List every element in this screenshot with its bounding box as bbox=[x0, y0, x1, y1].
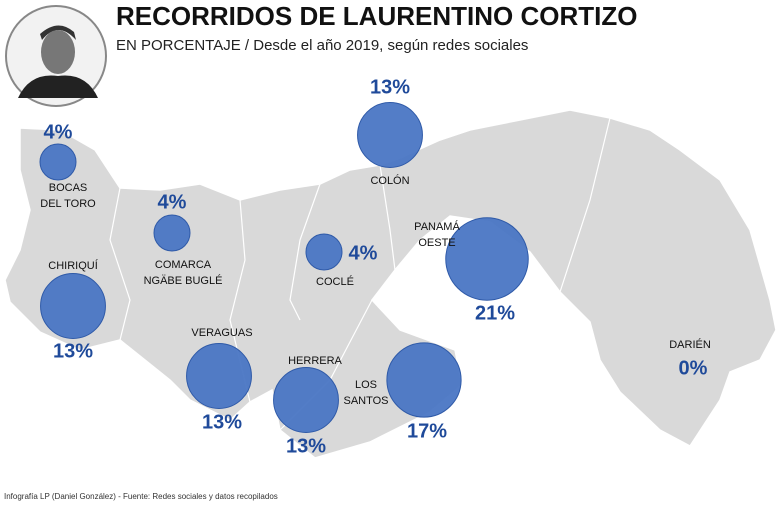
region-name: COMARCA bbox=[155, 259, 212, 271]
portrait bbox=[5, 5, 107, 107]
percent-label: 4% bbox=[158, 191, 187, 213]
region-name: DARIÉN bbox=[669, 338, 711, 351]
percent-label: 17% bbox=[407, 420, 447, 442]
percent-label: 21% bbox=[475, 302, 515, 324]
percent-label: 13% bbox=[53, 340, 93, 362]
percent-label: 13% bbox=[202, 411, 242, 433]
bubble bbox=[40, 273, 106, 339]
percent-label: 4% bbox=[44, 121, 73, 143]
subtitle: EN PORCENTAJE / Desde el año 2019, según… bbox=[116, 37, 528, 54]
bubble bbox=[305, 233, 343, 271]
region-name: OESTE bbox=[418, 237, 455, 249]
bubble bbox=[273, 367, 339, 433]
bubble bbox=[186, 343, 252, 409]
region-name: DEL TORO bbox=[40, 198, 96, 210]
region-name: SANTOS bbox=[343, 395, 388, 407]
region-name: COCLÉ bbox=[316, 275, 354, 288]
region-name: BOCAS bbox=[49, 182, 88, 194]
percent-label: 13% bbox=[286, 435, 326, 457]
percent-label: 4% bbox=[349, 242, 378, 264]
region-name: VERAGUAS bbox=[191, 327, 252, 339]
bubble bbox=[357, 102, 423, 168]
region-name: LOS bbox=[355, 379, 377, 391]
region-name: NGÄBE BUGLÉ bbox=[144, 274, 223, 287]
region-name: COLÓN bbox=[370, 174, 409, 187]
percent-label: 0% bbox=[679, 357, 708, 379]
bubble bbox=[39, 143, 77, 181]
bubble bbox=[386, 342, 462, 418]
region-name: PANAMÁ bbox=[414, 220, 460, 233]
bubble bbox=[153, 214, 191, 252]
footer: Infografía LP (Daniel González) - Fuente… bbox=[4, 492, 278, 501]
bubble bbox=[445, 217, 529, 301]
region-name: HERRERA bbox=[288, 355, 342, 367]
percent-label: 13% bbox=[370, 76, 410, 98]
region-name: CHIRIQUÍ bbox=[48, 259, 98, 272]
title: RECORRIDOS DE LAURENTINO CORTIZO bbox=[116, 1, 637, 31]
